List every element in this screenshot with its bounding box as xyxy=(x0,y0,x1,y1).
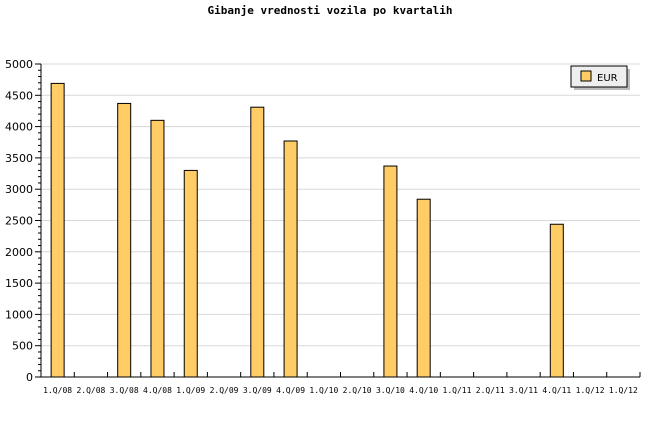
bar xyxy=(150,119,165,378)
x-tick-label: 4.Q/11 xyxy=(542,386,571,395)
x-tick-label: 3.Q/08 xyxy=(110,386,139,395)
bar xyxy=(416,198,431,378)
y-tick-label: 2500 xyxy=(5,215,33,228)
y-tick-label: 5000 xyxy=(5,58,33,71)
bar xyxy=(183,169,198,378)
x-tick-label: 4.Q/09 xyxy=(276,386,305,395)
x-tick-label: 1.Q/09 xyxy=(176,386,205,395)
bar xyxy=(383,165,398,378)
x-tick-label: 1.Q/10 xyxy=(309,386,338,395)
y-tick-label: 2000 xyxy=(5,246,33,259)
y-tick-label: 3000 xyxy=(5,183,33,196)
x-tick-label: 1.Q/11 xyxy=(443,386,472,395)
legend-label-eur: EUR xyxy=(597,73,618,84)
bar xyxy=(117,102,132,378)
y-tick-label: 0 xyxy=(26,371,33,384)
x-tick-label: 2.Q/11 xyxy=(476,386,505,395)
bar xyxy=(250,106,265,378)
y-tick-label: 500 xyxy=(12,340,33,353)
x-tick-label: 2.Q/10 xyxy=(343,386,372,395)
x-tick-label: 4.Q/10 xyxy=(409,386,438,395)
x-tick-label: 1.Q/08 xyxy=(43,386,72,395)
x-tick-label: 3.Q/10 xyxy=(376,386,405,395)
x-tick-label: 3.Q/11 xyxy=(509,386,538,395)
bar xyxy=(50,82,65,378)
y-tick-label: 1500 xyxy=(5,277,33,290)
x-tick-label: 4.Q/08 xyxy=(143,386,172,395)
x-tick-label: 2.Q/09 xyxy=(210,386,239,395)
x-tick-label: 1.Q/12 xyxy=(576,386,605,395)
y-tick-label: 4500 xyxy=(5,89,33,102)
y-tick-label: 1000 xyxy=(5,308,33,321)
x-tick-label: 2.Q/08 xyxy=(76,386,105,395)
y-tick-label: 4000 xyxy=(5,121,33,134)
x-tick-label: 1.Q/12 xyxy=(609,386,638,395)
x-tick-label: 3.Q/09 xyxy=(243,386,272,395)
y-tick-label: 3500 xyxy=(5,152,33,165)
legend: EUR xyxy=(570,65,630,90)
bar xyxy=(549,223,564,378)
legend-swatch-eur xyxy=(580,70,592,82)
bar xyxy=(283,140,298,378)
chart-title: Gibanje vrednosti vozila po kvartalih xyxy=(207,4,452,17)
